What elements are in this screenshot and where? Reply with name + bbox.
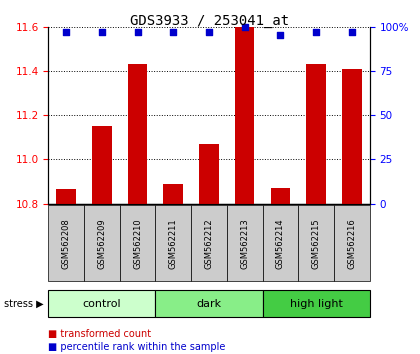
Bar <box>92 126 112 204</box>
Bar <box>306 64 326 204</box>
Bar <box>235 27 255 204</box>
Bar <box>191 205 227 281</box>
Text: GSM562210: GSM562210 <box>133 218 142 269</box>
Text: GSM562209: GSM562209 <box>97 218 106 269</box>
Text: ■ transformed count: ■ transformed count <box>48 329 152 339</box>
Text: GSM562214: GSM562214 <box>276 218 285 269</box>
Bar <box>56 189 76 204</box>
Text: stress ▶: stress ▶ <box>4 298 44 309</box>
Point <box>98 29 105 35</box>
Text: GSM562208: GSM562208 <box>62 218 71 269</box>
Bar <box>84 205 120 281</box>
Bar <box>342 69 362 204</box>
Bar <box>128 64 147 204</box>
Point <box>241 24 248 29</box>
Bar <box>262 205 298 281</box>
Bar <box>155 205 191 281</box>
Text: GSM562216: GSM562216 <box>347 218 356 269</box>
Bar <box>334 205 370 281</box>
Point <box>134 29 141 35</box>
Bar <box>199 144 219 204</box>
Text: control: control <box>83 298 121 309</box>
Text: high light: high light <box>290 298 342 309</box>
Text: ■ percentile rank within the sample: ■ percentile rank within the sample <box>48 342 226 353</box>
Text: GSM562213: GSM562213 <box>240 218 249 269</box>
Point <box>63 29 70 35</box>
Bar <box>155 290 262 317</box>
Text: GDS3933 / 253041_at: GDS3933 / 253041_at <box>131 14 289 28</box>
Bar <box>48 205 84 281</box>
Bar <box>227 205 262 281</box>
Point <box>277 33 284 38</box>
Point <box>206 29 212 35</box>
Bar <box>270 188 290 204</box>
Bar <box>163 184 183 204</box>
Point <box>312 29 319 35</box>
Bar <box>120 205 155 281</box>
Text: dark: dark <box>197 298 221 309</box>
Bar <box>262 290 370 317</box>
Bar <box>298 205 334 281</box>
Text: GSM562211: GSM562211 <box>169 218 178 269</box>
Bar <box>48 290 155 317</box>
Text: GSM562215: GSM562215 <box>312 218 320 269</box>
Text: GSM562212: GSM562212 <box>205 218 213 269</box>
Point <box>349 29 355 35</box>
Point <box>170 29 177 35</box>
